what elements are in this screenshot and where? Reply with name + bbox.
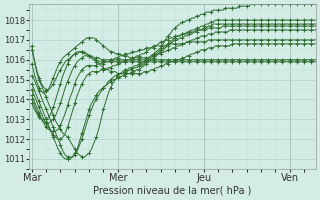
- X-axis label: Pression niveau de la mer( hPa ): Pression niveau de la mer( hPa ): [93, 186, 252, 196]
